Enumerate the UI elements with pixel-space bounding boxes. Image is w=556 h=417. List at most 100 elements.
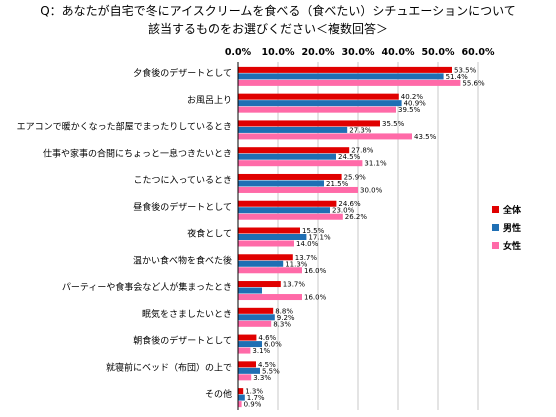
value-label: 51.4%: [446, 73, 469, 81]
chart-title-line-1: Q：あなたが自宅で冬にアイスクリームを食べる（食べたい）シチュエーションについて: [40, 3, 516, 18]
value-label: 11.3%: [285, 260, 308, 268]
value-label: 6.0%: [264, 341, 282, 349]
gridlines: [277, 62, 479, 410]
bar-male: [238, 153, 336, 160]
bar-male: [238, 234, 307, 240]
value-label: 8.8%: [275, 307, 293, 315]
value-label: 1.3%: [245, 388, 263, 396]
value-label: 16.0%: [304, 294, 327, 302]
bar-male: [238, 341, 262, 348]
x-tick-label: 40.0%: [382, 47, 415, 58]
value-label: 23.0%: [332, 207, 355, 215]
value-label: 4.5%: [258, 361, 276, 369]
value-label: 15.5%: [302, 227, 325, 235]
bar-female: [238, 320, 272, 327]
bar-female: [238, 374, 252, 381]
bar-female: [238, 160, 363, 167]
bar-total: [238, 307, 274, 314]
value-label: 8.3%: [273, 320, 291, 328]
x-tick-label: 50.0%: [422, 47, 455, 58]
x-tick-label: 10.0%: [262, 47, 295, 58]
legend-swatch-female: [492, 242, 499, 249]
value-label: 13.7%: [295, 254, 318, 262]
value-label: 4.6%: [258, 334, 276, 342]
value-label: 5.5%: [262, 367, 280, 375]
value-label: 40.9%: [404, 100, 427, 108]
category-label: エアコンで暖かくなった部屋でまったりしているとき: [17, 121, 232, 133]
value-label: 39.5%: [398, 106, 421, 114]
x-axis-ticks: 0.0% 10.0% 20.0% 30.0% 40.0% 50.0% 60.0%: [225, 47, 495, 58]
value-label: 27.8%: [351, 147, 374, 155]
bar-male: [238, 314, 275, 321]
bar-total: [238, 227, 300, 234]
value-label: 53.5%: [454, 66, 477, 74]
bar-female: [238, 186, 358, 193]
value-label: 9.2%: [277, 314, 295, 322]
value-label: 27.3%: [349, 126, 372, 134]
bar-total: [238, 254, 293, 261]
value-label: 13.7%: [283, 281, 306, 289]
bar-female: [238, 347, 251, 354]
bar-female: [238, 213, 343, 220]
bar-male: [238, 367, 260, 374]
value-label: 31.1%: [364, 160, 387, 168]
bar-total: [238, 147, 350, 154]
bar-male: [238, 207, 330, 214]
bar-female: [238, 133, 412, 140]
legend-label-male: 男性: [503, 222, 521, 234]
bar-total: [238, 281, 281, 288]
x-tick-label: 60.0%: [462, 47, 495, 58]
bar-female: [238, 294, 302, 301]
bar-total: [238, 334, 257, 341]
category-label: 仕事や家事の合間にちょっと一息つきたいとき: [43, 147, 232, 159]
legend-label-female: 女性: [503, 240, 521, 252]
bar-female: [238, 240, 294, 247]
bar-female: [238, 401, 242, 408]
bar-total: [238, 120, 380, 127]
category-label: パーティーや食事会など人が集まったとき: [62, 281, 232, 293]
category-label: 夕食後のデザートとして: [133, 67, 232, 79]
value-label: 3.1%: [252, 347, 270, 355]
category-label: 眠気をさましたいとき: [142, 308, 232, 320]
value-label: 14.0%: [296, 240, 319, 248]
x-tick-label: 20.0%: [302, 47, 335, 58]
category-label: 夜食として: [187, 228, 232, 240]
category-labels: 夕食後のデザートとしてお風呂上りエアコンで暖かくなった部屋でまったりしているとき…: [17, 67, 232, 400]
category-label: 昼食後のデザートとして: [133, 201, 232, 213]
bar-male: [238, 287, 262, 294]
category-label: お風呂上り: [187, 95, 232, 106]
value-label: 40.2%: [401, 93, 424, 101]
bar-male: [238, 394, 245, 401]
value-label: 1.7%: [247, 394, 265, 402]
value-label: 30.0%: [360, 186, 383, 194]
value-label: 43.5%: [414, 133, 437, 141]
value-labels: 53.5%51.4%55.6% 40.2%40.9%39.5% 35.5% 27.3%…: [244, 66, 485, 408]
value-label: 24.6%: [338, 200, 361, 208]
category-label: その他: [205, 388, 232, 400]
x-tick-label: 0.0%: [225, 47, 252, 58]
x-tick-label: 30.0%: [342, 47, 375, 58]
value-label: 16.0%: [304, 267, 327, 275]
bar-total: [238, 200, 337, 207]
bars: [238, 66, 461, 408]
bar-male: [238, 180, 324, 187]
bar-female: [238, 267, 302, 274]
legend-label-total: 全体: [502, 204, 522, 216]
category-label: 朝食後のデザートとして: [133, 335, 232, 347]
legend-swatch-total: [492, 206, 499, 213]
category-label: 就寝前にベッド（布団）の上で: [106, 361, 232, 373]
bar-total: [238, 93, 399, 100]
value-label: 3.3%: [253, 374, 271, 382]
value-label: 21.5%: [326, 180, 349, 188]
bar-female: [238, 106, 396, 113]
bar-total: [238, 388, 244, 395]
bar-female: [238, 79, 461, 86]
value-label: 17.1%: [308, 234, 331, 242]
bar-total: [238, 173, 342, 180]
value-label: 25.9%: [344, 173, 367, 181]
bar-male: [238, 260, 284, 267]
bar-male: [238, 73, 444, 80]
value-label: 0.9%: [244, 401, 262, 409]
